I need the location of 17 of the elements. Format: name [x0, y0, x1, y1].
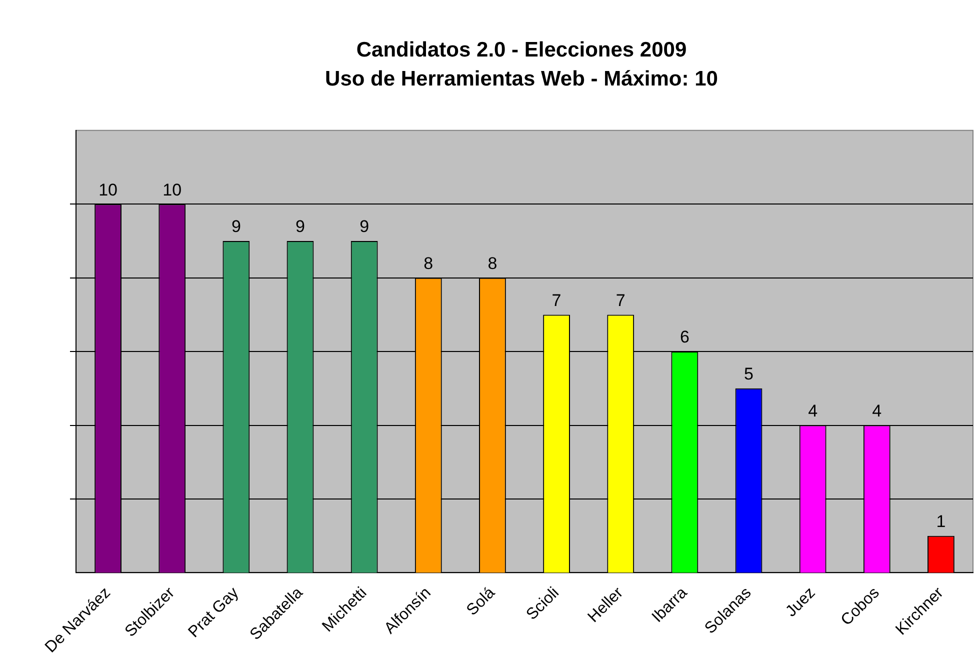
chart-subtitle: Uso de Herramientas Web - Máximo: 10	[325, 68, 718, 91]
data-label: 5	[744, 364, 754, 384]
data-label: 7	[616, 290, 626, 310]
data-label: 4	[808, 401, 818, 420]
data-label: 9	[296, 217, 305, 236]
data-label: 4	[872, 401, 882, 420]
chart-title: Candidatos 2.0 - Elecciones 2009	[356, 38, 687, 62]
x-tick-label: Prat Gay	[185, 584, 242, 642]
data-label: 9	[231, 217, 241, 236]
data-label: 6	[680, 328, 690, 347]
data-label: 9	[360, 217, 370, 236]
data-label: 7	[552, 290, 562, 310]
data-label: 8	[488, 254, 498, 274]
data-label: 1	[936, 512, 946, 532]
data-label: 10	[98, 180, 118, 200]
data-label: 8	[424, 254, 434, 274]
data-label: 10	[162, 180, 182, 200]
